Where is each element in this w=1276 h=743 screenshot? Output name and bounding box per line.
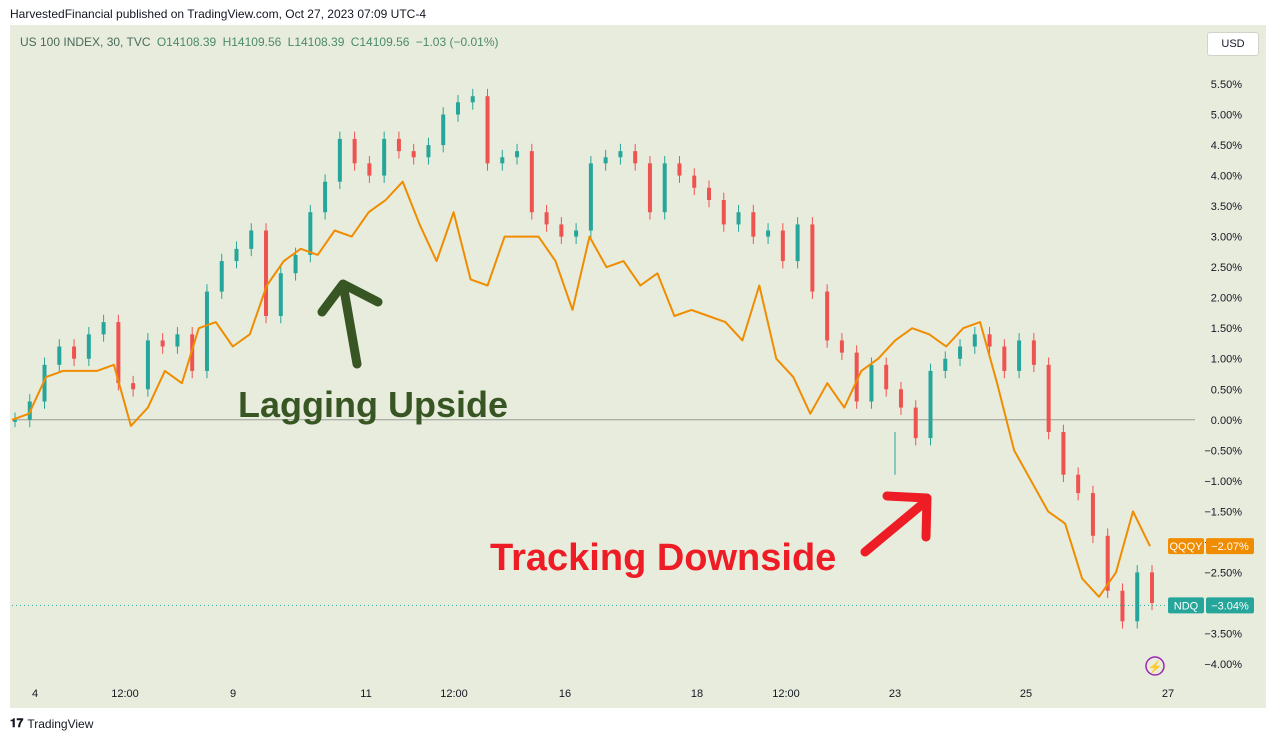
change-value: −1.03 (−0.01%) xyxy=(415,35,499,49)
chart-area[interactable] xyxy=(10,25,1266,708)
close-value: C14109.56 xyxy=(350,35,410,49)
footer-brand: TradingView xyxy=(27,716,94,731)
symbol-legend: US 100 INDEX, 30, TVC O14108.39 H14109.5… xyxy=(20,35,502,49)
symbol-name: US 100 INDEX, 30, TVC xyxy=(20,35,151,49)
currency-button[interactable]: USD xyxy=(1207,32,1259,56)
footer: 𝟏𝟕 TradingView xyxy=(10,716,93,731)
published-line: HarvestedFinancial published on TradingV… xyxy=(10,7,427,21)
tradingview-logo-icon: 𝟏𝟕 xyxy=(10,716,24,730)
high-value: H14109.56 xyxy=(222,35,282,49)
open-value: O14108.39 xyxy=(156,35,217,49)
low-value: L14108.39 xyxy=(287,35,345,49)
